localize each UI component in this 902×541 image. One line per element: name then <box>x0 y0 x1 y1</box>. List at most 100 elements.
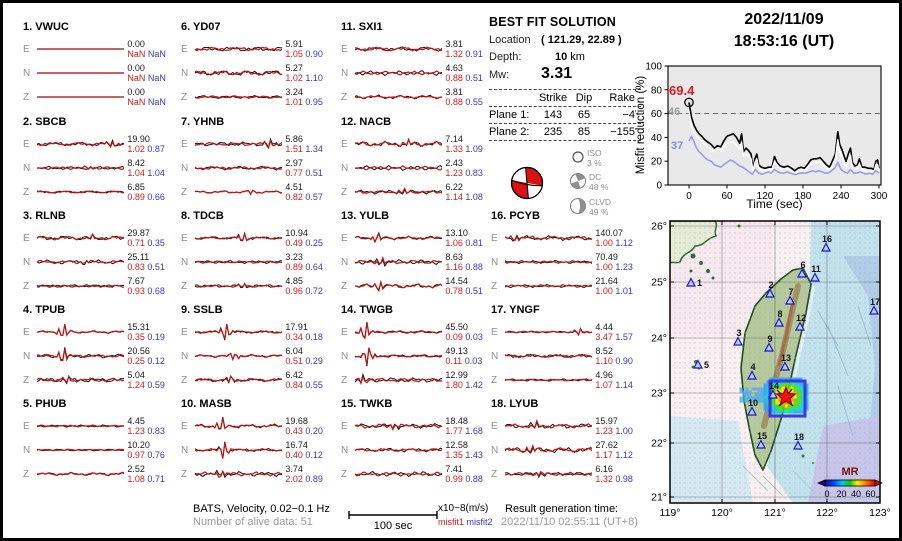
amplitude-value: 20.56 <box>127 346 150 356</box>
gen-time-label: Result generation time: <box>505 503 619 515</box>
misfit1-value: 0.83 <box>127 262 145 272</box>
waveform-trace <box>194 189 283 196</box>
station-title: 2. SBCB <box>23 116 67 128</box>
misfit1-value: 0.89 <box>285 262 303 272</box>
component-row: E 19.68 0.43 0.20 <box>181 414 335 438</box>
svg-text:22°: 22° <box>651 438 667 450</box>
component-label: N <box>341 444 349 456</box>
misfit2-value: 1.10 <box>305 73 323 83</box>
misfit1-value: 1.10 <box>595 356 613 366</box>
misfit1-value: 0.77 <box>285 168 303 178</box>
misfit1-value: 3.47 <box>595 332 613 342</box>
misfit2-value: 0.95 <box>305 97 323 107</box>
misfit1-value: 0.89 <box>127 192 145 202</box>
misfit2-value: 1.00 <box>615 426 633 436</box>
waveform-trace <box>354 255 443 268</box>
component-label: Z <box>341 186 348 198</box>
component-label: Z <box>23 186 30 198</box>
waveform-trace <box>36 232 125 241</box>
component-label: N <box>23 162 31 174</box>
misfit1-value: 1.05 <box>285 49 303 59</box>
misfit1-value: 0.49 <box>285 238 303 248</box>
amplitude-value: 7.67 <box>127 276 145 286</box>
col-strike: Strike <box>538 92 568 104</box>
amplitude-value: 0.00 <box>127 63 145 73</box>
svg-text:11: 11 <box>811 264 821 274</box>
map-terrain <box>670 221 880 503</box>
amplitude-value: 5.04 <box>127 370 145 380</box>
best-solution-marker <box>684 97 694 108</box>
svg-text:60: 60 <box>721 191 733 202</box>
misfit1-value: 1.32 <box>595 474 613 484</box>
misfit2-value: 0.83 <box>147 426 165 436</box>
misfit2-value: NaN <box>147 73 166 83</box>
station-title: 6. YD07 <box>181 21 221 33</box>
component-label: N <box>181 162 189 174</box>
misfit1-value: 0.71 <box>127 238 145 248</box>
misfit1-value: 0.96 <box>285 286 303 296</box>
svg-text:0: 0 <box>686 191 692 202</box>
component-label: Z <box>491 374 498 386</box>
component-label: N <box>341 256 349 268</box>
misfit1-value: 1.02 <box>285 73 303 83</box>
component-row: N 5.27 1.02 1.10 <box>181 61 335 85</box>
station-marker-10 <box>747 406 757 416</box>
station-marker-11 <box>810 272 820 282</box>
svg-text:21°: 21° <box>651 492 667 504</box>
misfit2-value: 1.12 <box>615 238 633 248</box>
waveform-trace <box>354 279 443 293</box>
misfit2-value: 0.51 <box>305 168 323 178</box>
waveform-trace <box>354 471 443 478</box>
component-row: N 20.56 0.25 0.12 <box>23 344 177 368</box>
component-row: N 16.74 0.40 0.12 <box>181 438 335 462</box>
station-marker-13 <box>780 361 790 371</box>
waveform-trace <box>36 48 125 50</box>
scalebar-label: 100 sec <box>373 520 413 532</box>
amplitude-value: 12.99 <box>445 370 468 380</box>
misfit1-value: 1.33 <box>445 144 463 154</box>
component-label: Z <box>181 186 188 198</box>
svg-text:60: 60 <box>651 109 663 120</box>
misfit2-value: 1.12 <box>615 450 633 460</box>
component-row: E 19.90 1.02 0.87 <box>23 132 177 156</box>
misfit2-value: 0.12 <box>147 356 165 366</box>
component-label: E <box>23 43 30 55</box>
station-title: 10. MASB <box>181 398 232 410</box>
component-row: Z 6.42 0.84 0.55 <box>181 368 335 392</box>
component-label: E <box>181 420 188 432</box>
svg-text:180: 180 <box>795 191 812 202</box>
station-marker-4 <box>747 370 757 380</box>
misfit2-value: 0.81 <box>465 238 483 248</box>
component-row: E 13.10 1.06 0.81 <box>341 226 495 250</box>
svg-text:1: 1 <box>697 278 702 288</box>
waveform-trace <box>504 327 593 337</box>
amplitude-value: 0.00 <box>127 87 145 97</box>
misfit2-value: NaN <box>147 49 166 59</box>
misfit1-value: 0.34 <box>285 332 303 342</box>
waveform-trace <box>504 418 593 430</box>
misfit1-value: 1.02 <box>127 144 145 154</box>
svg-text:14: 14 <box>769 381 779 391</box>
component-row: N 2.43 1.23 0.83 <box>341 156 495 180</box>
svg-text:40: 40 <box>651 133 663 144</box>
component-label: N <box>341 162 349 174</box>
svg-text:12: 12 <box>796 313 806 323</box>
component-row: E 10.94 0.49 0.25 <box>181 226 335 250</box>
component-label: E <box>181 232 188 244</box>
component-row: Z 7.41 0.99 0.88 <box>341 462 495 486</box>
misfit2-value: 0.88 <box>465 262 483 272</box>
component-label: N <box>491 256 499 268</box>
plane2-row: Plane 2: 235 85 −155 <box>489 123 641 140</box>
station-block-vwuc: 1. VWUC E 0.00 NaN NaN N 0.00 NaN NaN Z 0.00 NaN … <box>23 21 177 109</box>
component-row: N 3.23 0.89 0.64 <box>181 250 335 274</box>
component-row: Z 7.67 0.93 0.68 <box>23 274 177 298</box>
misfit1-value: 1.07 <box>595 380 613 390</box>
waveform-trace <box>36 324 125 337</box>
component-label: N <box>491 444 499 456</box>
misfit2-value: 1.23 <box>615 262 633 272</box>
component-row: E 45.50 0.09 0.03 <box>341 320 495 344</box>
misfit2-value: 0.66 <box>147 192 165 202</box>
svg-text:15: 15 <box>757 431 767 441</box>
misfit2-value: 0.12 <box>305 450 323 460</box>
svg-text:5: 5 <box>704 360 709 370</box>
